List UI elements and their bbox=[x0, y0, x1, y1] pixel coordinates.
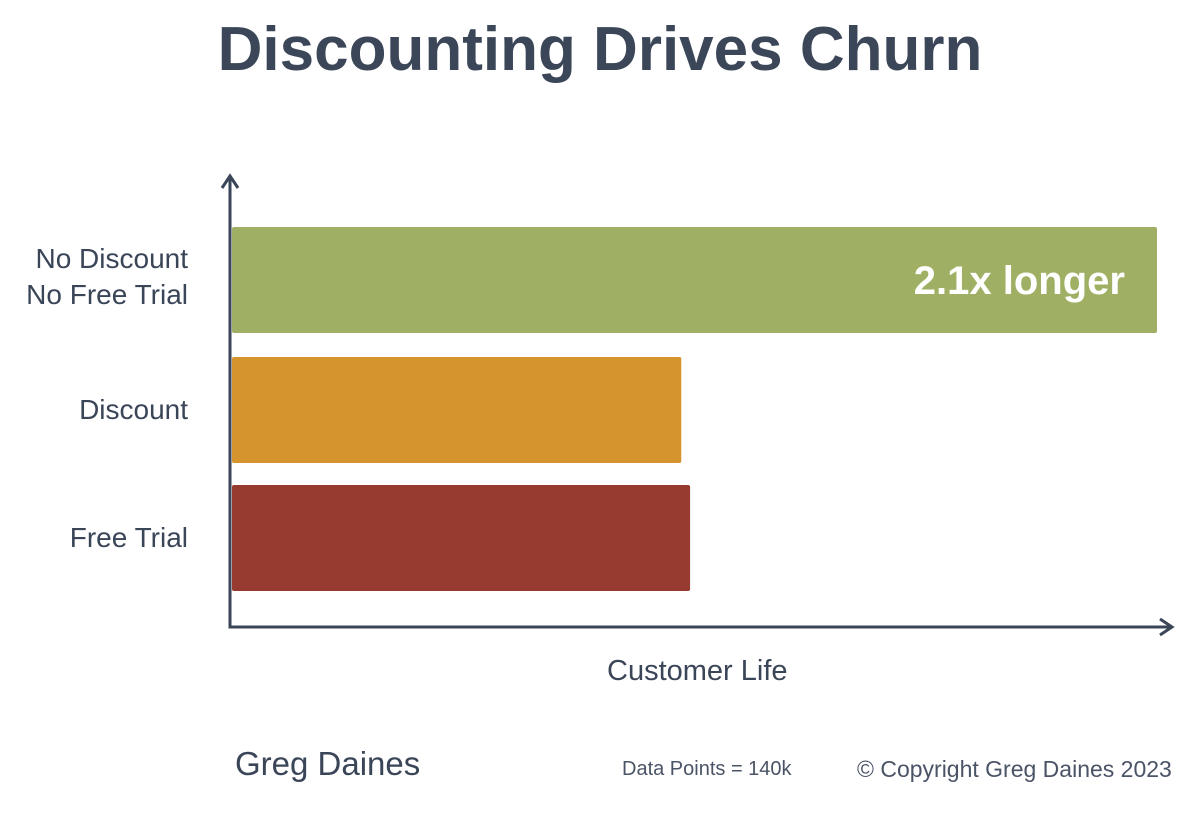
x-axis-label: Customer Life bbox=[607, 655, 788, 687]
bar-discount bbox=[232, 357, 682, 463]
category-label-line: Discount bbox=[79, 394, 188, 425]
category-label: No Discount No Free Trial bbox=[26, 241, 188, 313]
x-axis-arrow bbox=[1159, 617, 1175, 637]
category-label: Discount bbox=[79, 392, 188, 428]
bar-no-discount-no-free-trial bbox=[232, 227, 1157, 333]
data-points-note: Data Points = 140k bbox=[622, 758, 792, 780]
bar-free-trial bbox=[232, 485, 691, 591]
copyright-note: © Copyright Greg Daines 2023 bbox=[857, 756, 1172, 782]
category-label: Free Trial bbox=[70, 520, 188, 556]
category-label-line: No Discount bbox=[35, 243, 188, 274]
y-axis-arrow bbox=[220, 173, 240, 189]
category-label-line: Free Trial bbox=[69, 522, 188, 553]
category-label-line: No Free Trial bbox=[26, 279, 188, 310]
chart-title: Discounting Drives Churn bbox=[217, 15, 983, 84]
bar-annotation: 2.1x longer bbox=[914, 259, 1125, 303]
author-name: Greg Daines bbox=[235, 745, 421, 782]
